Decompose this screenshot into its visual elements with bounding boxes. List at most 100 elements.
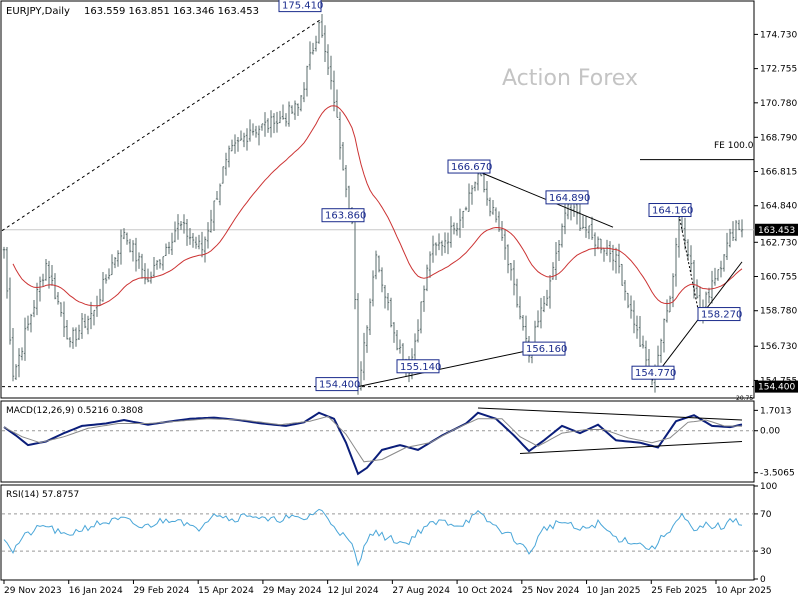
price-bar <box>203 236 207 263</box>
price-bar <box>488 197 492 217</box>
price-bar <box>242 132 246 148</box>
price-bar <box>323 25 327 63</box>
price-bar <box>695 279 699 299</box>
price-bar <box>599 238 603 254</box>
price-bar <box>395 330 399 351</box>
annotation-box <box>522 341 566 356</box>
annotation-box <box>631 365 675 380</box>
annotation-label: 158.270 <box>697 307 742 322</box>
annotation-box <box>545 190 589 205</box>
price-bar <box>251 123 255 136</box>
price-bar <box>521 315 525 331</box>
price-bar <box>134 237 138 272</box>
price-bar <box>716 269 720 281</box>
price-bar <box>365 325 369 353</box>
price-bar <box>389 297 393 328</box>
price-bar <box>608 241 612 263</box>
price-ytick-label: 164.840 <box>760 202 797 212</box>
price-bar <box>302 82 306 103</box>
price-bar <box>470 185 474 205</box>
price-bar <box>194 236 198 249</box>
price-bar <box>422 285 426 312</box>
price-bar <box>734 220 738 242</box>
price-bar <box>257 125 261 146</box>
annotation-box <box>447 159 491 174</box>
price-bar <box>584 216 588 238</box>
price-bar <box>512 260 516 296</box>
price-bar <box>41 273 45 287</box>
price-bar <box>719 260 723 278</box>
price-bar <box>143 263 147 285</box>
price-bar <box>293 100 297 120</box>
price-bar <box>731 221 735 242</box>
price-bar <box>431 235 435 263</box>
price-bar <box>725 232 729 260</box>
price-bar <box>560 223 564 248</box>
price-bar <box>128 238 132 253</box>
price-bar <box>326 44 330 76</box>
macd-ytick-label: -3.5065 <box>760 469 795 479</box>
xtick-label: 27 Aug 2024 <box>392 586 450 596</box>
price-bar <box>554 242 558 281</box>
price-bar <box>188 228 192 245</box>
price-bar <box>53 273 57 300</box>
price-bar <box>338 111 342 160</box>
price-bar <box>218 183 222 206</box>
price-bar <box>146 268 150 283</box>
price-bar <box>689 245 693 273</box>
price-bar <box>392 322 396 343</box>
price-ytick-label: 168.790 <box>760 133 797 143</box>
price-bar <box>224 152 228 176</box>
price-bar <box>374 250 378 280</box>
price-bar <box>266 118 270 133</box>
price-bar <box>314 35 318 52</box>
macd-upper-trend-line <box>477 407 743 421</box>
xtick-label: 29 Feb 2024 <box>133 586 189 596</box>
price-bar <box>620 263 624 286</box>
price-bar <box>86 315 90 335</box>
price-bar <box>140 253 144 279</box>
price-y-axis: 174.730 172.755 170.780 168.790 166.815 164.8… <box>754 30 798 393</box>
xtick-label: 15 Apr 2024 <box>198 586 254 596</box>
price-bar <box>80 312 84 339</box>
rsi-ytick-label: 0 <box>760 575 766 585</box>
price-bar <box>74 327 78 347</box>
price-bar <box>710 270 714 304</box>
price-bar <box>485 181 489 206</box>
chart-ohlc: 163.559 163.851 163.346 163.453 <box>84 6 259 17</box>
price-bar <box>299 95 303 112</box>
price-bar <box>152 257 156 278</box>
xtick-label: 25 Feb 2025 <box>651 586 707 596</box>
price-annotations: 175.410 163.860 154.400 155.140 166.670 164.8… <box>278 0 742 392</box>
uptrend-dotted-line <box>1 18 322 232</box>
macd-panel-frame <box>0 400 755 483</box>
annotation-text: 158.270 <box>701 310 742 321</box>
price-bar <box>254 125 258 138</box>
price-bar <box>437 233 441 251</box>
x-axis: 29 Nov 2023 16 Jan 2024 29 Feb 2024 15 Apr … <box>3 580 772 596</box>
annotation-label: 166.670 <box>447 159 492 174</box>
price-bar <box>659 338 663 363</box>
price-bar <box>440 240 444 256</box>
xtick-label: 29 May 2024 <box>263 586 322 596</box>
extra-tick-label: 20.75 <box>736 395 753 402</box>
price-bar <box>68 337 72 348</box>
price-bar <box>722 254 726 272</box>
rsi-title: RSI(14) 57.8757 <box>6 490 79 500</box>
price-bar <box>728 228 732 248</box>
price-ytick-label: 166.815 <box>760 168 797 178</box>
price-bar <box>110 254 114 276</box>
xtick-label: 10 Jan 2025 <box>587 586 641 596</box>
price-bar <box>38 276 42 302</box>
price-bar <box>377 255 381 273</box>
price-bar <box>662 318 666 353</box>
annotation-text: 156.160 <box>526 344 567 355</box>
price-bar <box>182 214 186 234</box>
price-bar <box>284 113 288 127</box>
price-bar <box>707 287 711 304</box>
price-bar <box>131 240 135 262</box>
price-bar <box>638 316 642 348</box>
price-bar <box>677 211 681 258</box>
price-bar <box>509 262 513 281</box>
price-bar <box>557 239 561 262</box>
